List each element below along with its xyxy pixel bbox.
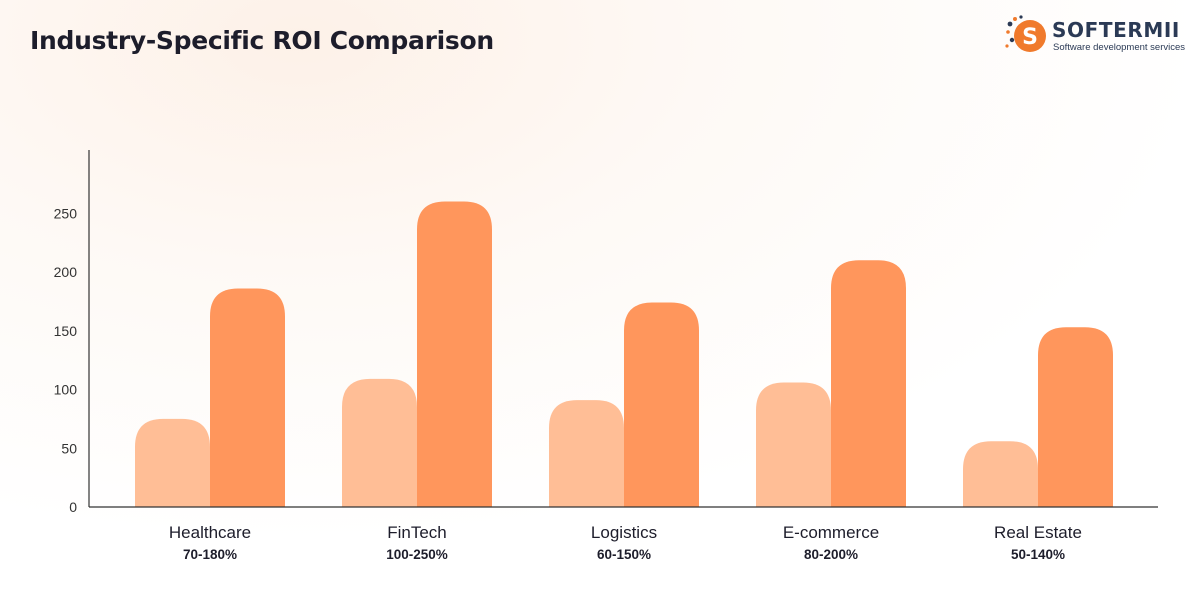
x-category-range-label: 70-180% xyxy=(183,547,237,562)
bar-healthcare-series-1 xyxy=(135,418,210,507)
x-category-range-label: 60-150% xyxy=(597,547,651,562)
x-category-label: E-commerce xyxy=(783,523,879,542)
x-category-label: Real Estate xyxy=(994,523,1082,542)
bar-real-estate-series-1 xyxy=(963,441,1038,507)
y-tick-label: 100 xyxy=(54,382,78,398)
y-tick-label: 50 xyxy=(61,440,77,456)
logo-tagline: Software development services xyxy=(1053,42,1186,53)
softermii-logo-icon: S xyxy=(1005,15,1046,52)
x-category-range-label: 100-250% xyxy=(386,547,448,562)
bar-real-estate-series-2 xyxy=(1038,327,1113,507)
y-axis-ticks: 0 50 100 150 200 250 xyxy=(54,205,78,515)
x-axis-labels: Healthcare 70-180% FinTech 100-250% Logistic… xyxy=(169,523,1082,562)
x-category-range-label: 50-140% xyxy=(1011,547,1065,562)
page-title: Industry-Specific ROI Comparison xyxy=(30,26,494,55)
x-category-label: FinTech xyxy=(387,523,447,542)
bar-logistics-series-2 xyxy=(624,302,699,507)
bar-logistics-series-1 xyxy=(549,400,624,507)
y-tick-label: 150 xyxy=(54,323,78,339)
y-tick-label: 0 xyxy=(69,499,77,515)
bar-fintech-series-2 xyxy=(417,201,492,507)
bar-fintech-series-1 xyxy=(342,378,417,507)
x-category-label: Healthcare xyxy=(169,523,251,542)
bar-e-commerce-series-1 xyxy=(756,382,831,507)
x-category-range-label: 80-200% xyxy=(804,547,858,562)
logo-name: SOFTERMII xyxy=(1052,18,1180,42)
y-tick-label: 200 xyxy=(54,264,78,280)
svg-text:S: S xyxy=(1022,25,1038,50)
y-tick-label: 250 xyxy=(54,205,78,221)
softermii-logo: S SOFTERMII Software development service… xyxy=(1004,14,1186,56)
bar-healthcare-series-2 xyxy=(210,288,285,507)
x-category-label: Logistics xyxy=(591,523,657,542)
bars xyxy=(135,201,1113,507)
bar-e-commerce-series-2 xyxy=(831,260,906,507)
